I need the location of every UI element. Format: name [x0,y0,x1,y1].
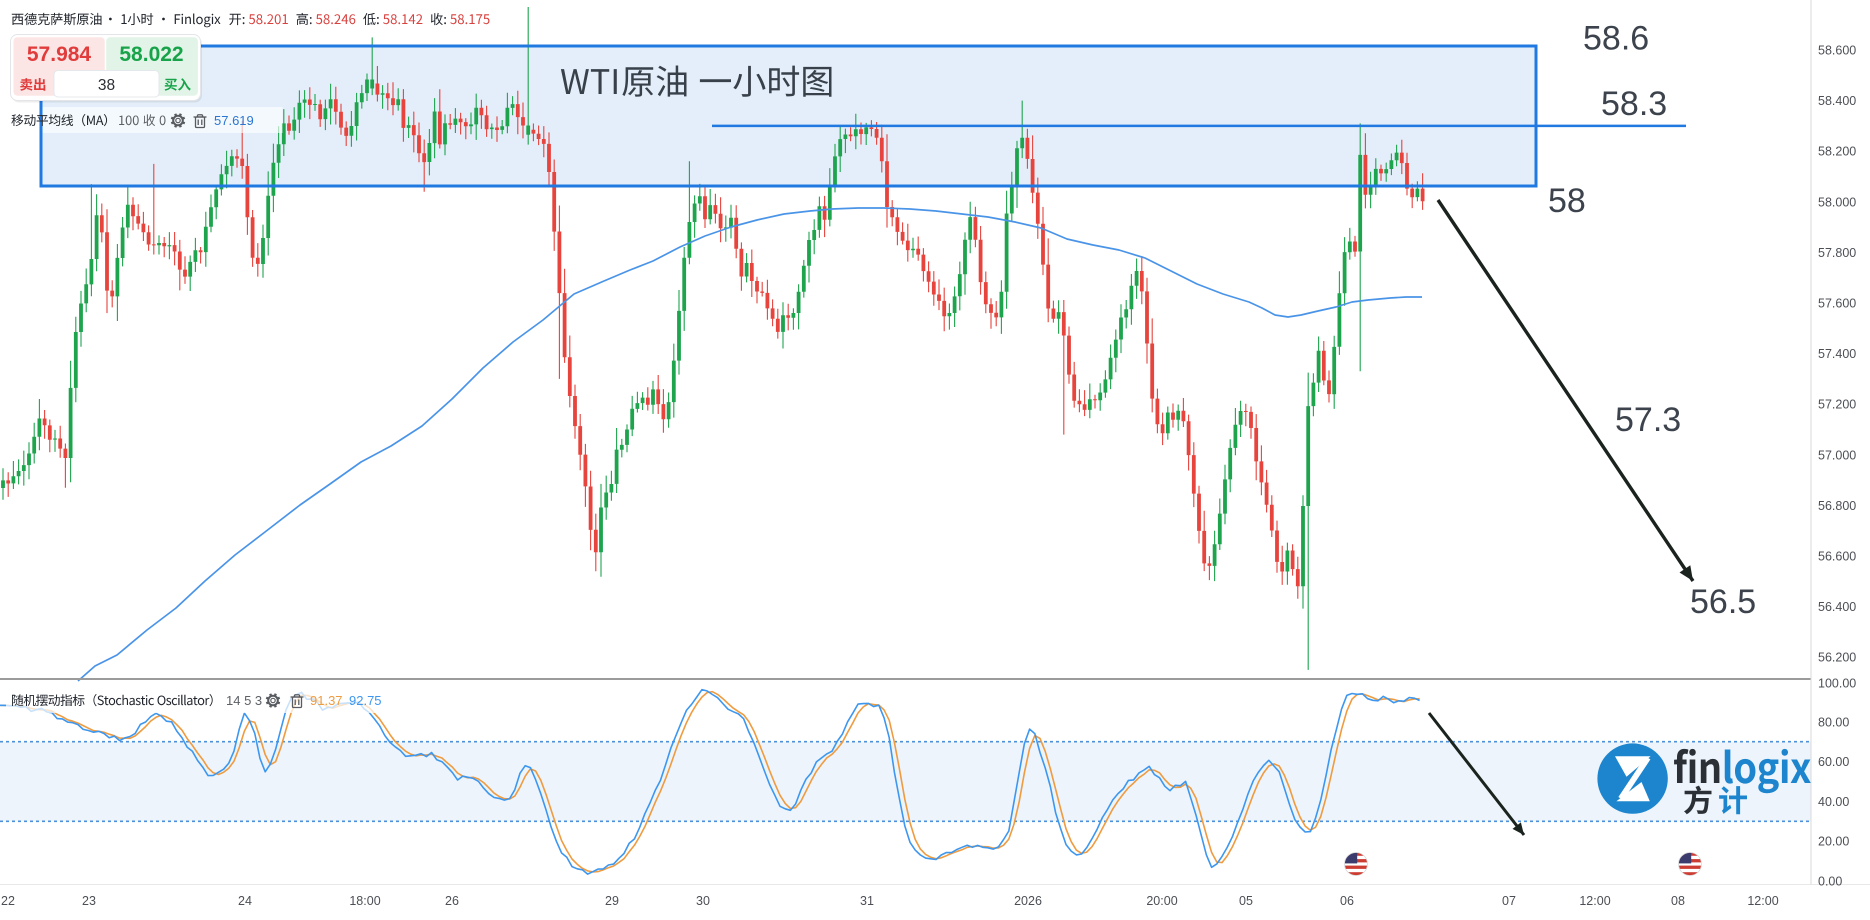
svg-text:56.400: 56.400 [1818,600,1856,614]
svg-text:38: 38 [98,77,115,94]
svg-text:20.00: 20.00 [1818,835,1849,849]
svg-text:58.600: 58.600 [1818,44,1856,58]
svg-text:23: 23 [82,894,96,908]
svg-text:22: 22 [1,894,15,908]
svg-text:30: 30 [696,894,710,908]
svg-text:58: 58 [1548,182,1586,220]
svg-text:91.37: 91.37 [310,693,343,708]
svg-text:12:00: 12:00 [1747,894,1778,908]
svg-text:56.600: 56.600 [1818,550,1856,564]
svg-text:58.022: 58.022 [119,43,183,66]
svg-text:57.200: 57.200 [1818,398,1856,412]
svg-text:24: 24 [238,894,252,908]
svg-text:57.400: 57.400 [1818,347,1856,361]
svg-text:57.800: 57.800 [1818,246,1856,260]
svg-text:60.00: 60.00 [1818,755,1849,769]
svg-text:14 5 3: 14 5 3 [226,693,262,708]
svg-text:20:00: 20:00 [1146,894,1177,908]
svg-text:07: 07 [1502,894,1516,908]
svg-text:57.984: 57.984 [27,43,92,66]
svg-text:57.3: 57.3 [1615,401,1681,439]
svg-text:26: 26 [445,894,459,908]
svg-text:12:00: 12:00 [1579,894,1610,908]
svg-text:56.800: 56.800 [1818,499,1856,513]
svg-text:40.00: 40.00 [1818,795,1849,809]
svg-text:58.200: 58.200 [1818,145,1856,159]
svg-text:2026: 2026 [1014,894,1042,908]
svg-text:100.00: 100.00 [1818,677,1856,691]
svg-text:80.00: 80.00 [1818,715,1849,729]
svg-text:08: 08 [1671,894,1685,908]
svg-text:0.00: 0.00 [1818,875,1842,889]
svg-text:57.000: 57.000 [1818,448,1856,462]
svg-text:58.6: 58.6 [1583,20,1649,58]
svg-text:58.400: 58.400 [1818,94,1856,108]
svg-text:58.000: 58.000 [1818,195,1856,209]
svg-text:31: 31 [860,894,874,908]
svg-text:29: 29 [605,894,619,908]
svg-text:56.200: 56.200 [1818,651,1856,665]
svg-text:92.75: 92.75 [349,693,382,708]
svg-text:06: 06 [1340,894,1354,908]
svg-text:58.3: 58.3 [1601,85,1667,123]
svg-text:56.5: 56.5 [1690,583,1756,621]
svg-text:57.600: 57.600 [1818,297,1856,311]
svg-text:05: 05 [1239,894,1253,908]
svg-text:57.619: 57.619 [214,113,254,128]
svg-text:18:00: 18:00 [349,894,380,908]
